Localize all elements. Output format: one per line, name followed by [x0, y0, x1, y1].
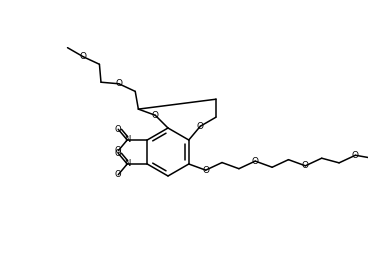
Text: O: O [79, 52, 86, 61]
Text: O: O [152, 111, 159, 120]
Text: O: O [115, 170, 121, 179]
Text: O: O [352, 151, 359, 160]
Text: O: O [115, 125, 121, 134]
Text: O: O [115, 149, 121, 158]
Text: O: O [202, 166, 209, 175]
Text: N: N [124, 135, 130, 145]
Text: O: O [197, 122, 204, 131]
Text: O: O [252, 157, 259, 166]
Text: O: O [302, 161, 309, 170]
Text: N: N [124, 160, 130, 168]
Text: O: O [116, 79, 123, 88]
Text: O: O [115, 146, 121, 155]
